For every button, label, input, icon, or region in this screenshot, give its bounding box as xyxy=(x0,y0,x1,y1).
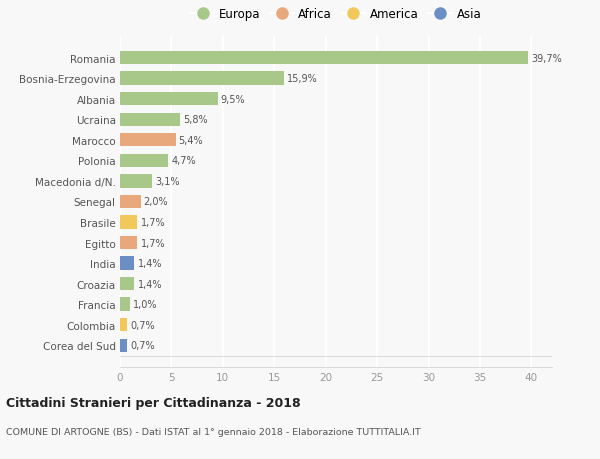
Bar xyxy=(120,134,176,147)
Bar xyxy=(120,236,137,250)
Text: 4,7%: 4,7% xyxy=(172,156,196,166)
Text: 1,4%: 1,4% xyxy=(137,258,162,269)
Text: 2,0%: 2,0% xyxy=(143,197,168,207)
Text: 15,9%: 15,9% xyxy=(287,74,317,84)
Bar xyxy=(120,298,130,311)
Text: COMUNE DI ARTOGNE (BS) - Dati ISTAT al 1° gennaio 2018 - Elaborazione TUTTITALIA: COMUNE DI ARTOGNE (BS) - Dati ISTAT al 1… xyxy=(6,427,421,436)
Legend: Europa, Africa, America, Asia: Europa, Africa, America, Asia xyxy=(187,4,485,24)
Bar xyxy=(120,93,218,106)
Bar xyxy=(120,52,529,65)
Bar xyxy=(120,277,134,291)
Text: 5,4%: 5,4% xyxy=(179,135,203,146)
Text: 1,7%: 1,7% xyxy=(140,238,165,248)
Text: 1,7%: 1,7% xyxy=(140,218,165,228)
Bar xyxy=(120,216,137,229)
Text: 1,0%: 1,0% xyxy=(133,300,158,309)
Text: 1,4%: 1,4% xyxy=(137,279,162,289)
Bar xyxy=(120,113,179,127)
Bar xyxy=(120,72,284,85)
Text: 39,7%: 39,7% xyxy=(532,53,562,63)
Text: Cittadini Stranieri per Cittadinanza - 2018: Cittadini Stranieri per Cittadinanza - 2… xyxy=(6,396,301,409)
Text: 3,1%: 3,1% xyxy=(155,176,179,186)
Text: 9,5%: 9,5% xyxy=(221,95,245,104)
Text: 5,8%: 5,8% xyxy=(183,115,208,125)
Bar xyxy=(120,154,169,168)
Bar xyxy=(120,175,152,188)
Bar xyxy=(120,257,134,270)
Text: 0,7%: 0,7% xyxy=(130,320,155,330)
Bar xyxy=(120,195,140,209)
Bar xyxy=(120,319,127,332)
Bar xyxy=(120,339,127,352)
Text: 0,7%: 0,7% xyxy=(130,341,155,351)
